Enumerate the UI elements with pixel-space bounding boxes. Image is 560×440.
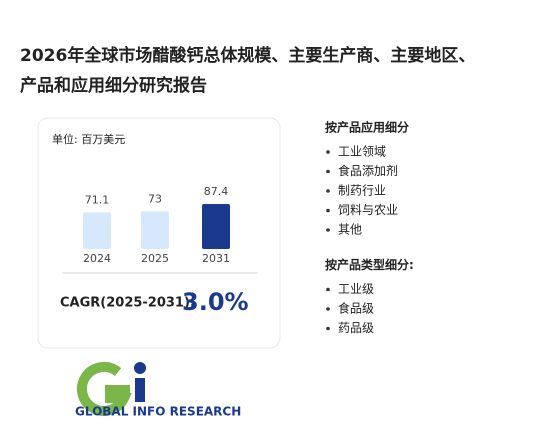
logo-i xyxy=(135,378,145,402)
bullet xyxy=(326,189,330,193)
unit-label: 单位: 百万美元 xyxy=(52,132,125,146)
value-label: 71.1 xyxy=(85,193,110,206)
bar xyxy=(202,204,230,249)
segment-item: 药品级 xyxy=(338,321,374,335)
segment-item: 食品级 xyxy=(338,301,374,316)
bullet xyxy=(326,228,330,232)
cagr-label: CAGR(2025-2031): xyxy=(60,296,195,311)
segment-item: 工业级 xyxy=(338,282,374,296)
logo-text: GLOBAL INFO RESEARCH xyxy=(75,405,241,419)
logo-g xyxy=(76,361,132,416)
bullet xyxy=(326,307,330,311)
value-label: 73 xyxy=(148,192,162,205)
bullet xyxy=(326,150,330,154)
segment-item: 食品添加剂 xyxy=(338,163,398,178)
category-label: 2031 xyxy=(202,252,230,265)
segment-heading: 按产品类型细分: xyxy=(325,257,414,272)
title-line: 2026年全球市场醋酸钙总体规模、主要生产商、主要地区、 xyxy=(20,45,475,66)
segment-item: 其他 xyxy=(338,223,362,237)
segment-item: 制药行业 xyxy=(338,184,386,198)
bullet xyxy=(326,287,330,292)
bullet xyxy=(326,169,330,174)
bullet xyxy=(326,208,330,213)
segment-item: 工业领域 xyxy=(338,145,386,159)
segment-heading: 按产品应用细分 xyxy=(325,120,409,135)
cagr-value: 3.0% xyxy=(182,288,249,316)
bullet xyxy=(326,326,330,331)
category-label: 2024 xyxy=(83,252,111,265)
logo: GLOBAL INFO RESEARCH xyxy=(75,361,241,419)
value-label: 87.4 xyxy=(204,185,229,198)
bar xyxy=(83,212,111,249)
segment-item: 饲料与农业 xyxy=(338,203,398,217)
title-line: 产品和应用细分研究报告 xyxy=(20,75,207,96)
bar xyxy=(141,211,169,249)
category-label: 2025 xyxy=(141,252,169,265)
logo-dot xyxy=(134,362,146,374)
